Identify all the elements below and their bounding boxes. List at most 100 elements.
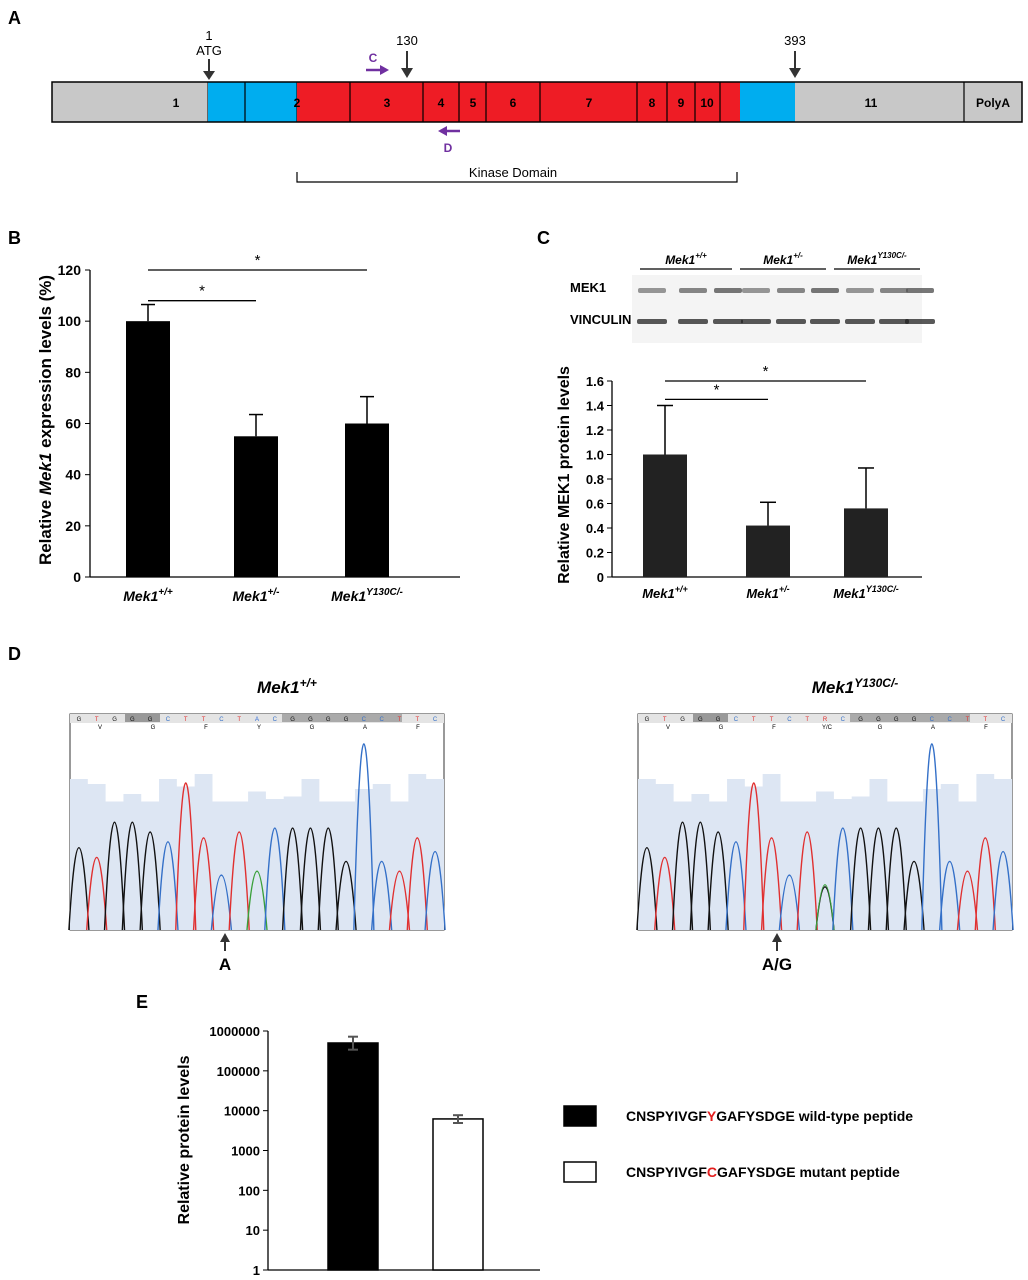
bar-1 xyxy=(234,436,278,577)
chromatogram-mutant-call-arrowhead xyxy=(772,933,782,942)
chromatogram-wt-aa-0: V xyxy=(98,725,102,731)
sig-star-0: * xyxy=(714,381,720,398)
vinculin-band-6 xyxy=(845,319,875,324)
chromatogram-mutant-base-11: C xyxy=(841,717,846,723)
chromatogram-wt-peak-20 xyxy=(424,851,446,931)
blot-bands: Mek1+/+ Mek1+/- Mek1Y130C/- xyxy=(637,251,935,324)
bar-0 xyxy=(327,1042,379,1271)
exon-6-label: 6 xyxy=(510,96,517,110)
exon-1-label: 1 xyxy=(173,96,180,110)
chromatogram-wt-base-19: T xyxy=(415,717,419,723)
sig-star-1: * xyxy=(255,252,261,269)
chromatogram-wt-peak-11 xyxy=(264,827,286,931)
y-tick-label-5: 100000 xyxy=(217,1064,260,1079)
svg-text:Kinase Domain: Kinase Domain xyxy=(469,165,557,180)
legend: CNSPYIVGFYGAFYSDGE wild-type peptide CNSP… xyxy=(563,1105,913,1183)
chromatogram-mutant-base-5: C xyxy=(734,717,739,723)
y-tick-label-1: 10 xyxy=(246,1223,260,1238)
blot-row-vinculin: VINCULIN xyxy=(570,312,631,327)
polya-label: PolyA xyxy=(976,96,1010,110)
chromatogram-mutant-peak-6 xyxy=(743,782,765,931)
chromatogram-wt-peak-15 xyxy=(335,860,357,931)
chromatogram-wt-peak-9 xyxy=(228,831,250,931)
mek1-band-3 xyxy=(742,288,770,293)
chromatogram-wt-call-arrowhead xyxy=(220,933,230,942)
chromatogram-mutant-base-2: G xyxy=(680,717,685,723)
sig-star-1: * xyxy=(763,363,769,380)
western-blot: MEK1 VINCULIN xyxy=(570,275,922,343)
bar-1 xyxy=(746,525,790,577)
x-tick-label-0: Mek1+/+ xyxy=(123,587,173,604)
y-tick-label-3: 0.6 xyxy=(586,497,604,512)
chromatogram-mutant-peak-10-a xyxy=(815,884,835,931)
mek1-band-5 xyxy=(811,288,839,293)
bar-2 xyxy=(345,423,389,577)
vinculin-band-5 xyxy=(810,319,840,324)
vinculin-band-8 xyxy=(905,319,935,324)
chromatogram-mutant-base-10: R xyxy=(823,717,828,723)
y-tick-label-3: 60 xyxy=(65,416,81,432)
chromatogram-mutant-base-16: C xyxy=(930,717,935,723)
chromatogram-wt-aa-1: G xyxy=(151,725,156,731)
chromatogram-mutant-peak-12 xyxy=(849,827,872,931)
exon-8-label: 8 xyxy=(649,96,656,110)
y-tick-label-7: 1.4 xyxy=(586,399,605,414)
chromatogram-wt-base-11: C xyxy=(273,717,278,723)
chromatogram-wt-base-3: G xyxy=(130,717,135,723)
chromatogram-wt-highlight-2 xyxy=(282,714,402,722)
svg-text:C: C xyxy=(369,51,378,65)
chromatogram-mutant-peak-19 xyxy=(974,837,996,931)
chromatogram-wt-base-12: G xyxy=(290,717,295,723)
chromatogram-mutant-base-0: G xyxy=(645,717,650,723)
y-tick-label-3: 1000 xyxy=(231,1144,260,1159)
chromatogram-wt-peak-12 xyxy=(281,827,304,931)
chromatogram-wt-peak-4 xyxy=(139,831,161,931)
legend-swatch-0 xyxy=(563,1105,597,1127)
chromatogram-mutant-base-6: T xyxy=(752,717,756,723)
chromatogram-wt-aa-5: A xyxy=(363,725,367,731)
chromatogram-mutant-highlight-2 xyxy=(850,714,970,722)
mek1-protein-panel: MEK1 VINCULIN Relative MEK1 protein leve… xyxy=(556,251,935,601)
x-tick-label-1: Mek1+/- xyxy=(746,584,789,601)
y-tick-label-0: 1 xyxy=(253,1263,260,1278)
x-tick-label-1: Mek1+/- xyxy=(233,587,281,604)
chromatogram-mutant-base-18: T xyxy=(966,717,970,723)
chromatogram-wt-base-15: G xyxy=(344,717,349,723)
exon-4-label: 4 xyxy=(438,96,445,110)
chromatogram-wt-peak-17 xyxy=(370,860,393,931)
bar-2 xyxy=(844,508,888,577)
mek1-band-7 xyxy=(880,288,908,293)
svg-text:1: 1 xyxy=(205,28,212,43)
y-axis-label: Relative Mek1 expression levels (%) xyxy=(36,275,55,565)
chromatogram-wt-aa-3: Y xyxy=(257,725,261,731)
chromatogram-mutant-aa-0: V xyxy=(666,725,670,731)
chromatogram-mutant-peak-4 xyxy=(707,831,729,931)
chromatogram-mutant-peak-2 xyxy=(671,821,694,931)
sanger-chromatograms: Mek1+/+G T G G G C T T C T A C G G G G C C T T CV G F Y G A FAMek1… xyxy=(68,676,1014,974)
y-tick-label-6: 1000000 xyxy=(209,1024,260,1039)
exon-11-label: 11 xyxy=(865,96,878,110)
chromatogram-mutant-peak-1 xyxy=(654,857,676,931)
y-tick-label-1: 0.2 xyxy=(586,546,604,561)
mek1-band-4 xyxy=(777,288,805,293)
blot-group-label-2: Mek1Y130C/- xyxy=(847,251,907,267)
vinculin-band-2 xyxy=(713,319,743,324)
chromatogram-mutant-call-label: A/G xyxy=(762,955,792,974)
mek1-expression-chart: Relative Mek1 expression levels (%) 0 20 4… xyxy=(36,252,460,604)
chromatogram-wt-aa-4: G xyxy=(310,725,315,731)
chromatogram-mutant-base-9: T xyxy=(805,717,809,723)
chromatogram-mutant-base-strip xyxy=(638,714,1012,723)
chromatogram-wt-peak-3 xyxy=(121,821,144,931)
panel-c-label: C xyxy=(537,228,550,248)
mek1-band-0 xyxy=(638,288,666,293)
chromatogram-mutant-base-20: C xyxy=(1001,717,1006,723)
blot-group-label-1: Mek1+/- xyxy=(763,251,803,267)
blot-group-label-0: Mek1+/+ xyxy=(665,251,707,267)
chart-e-plot: 1 10 100 1000 10000 100000 1000000 xyxy=(209,1024,540,1278)
chart-c-plot: 0 0.2 0.4 0.6 0.8 1.0 1.2 1.4 1.6 Mek1+/+ Mek1+/- M… xyxy=(586,363,922,601)
chromatogram-mutant-aa-3: Y/C xyxy=(822,725,833,731)
vinculin-band-4 xyxy=(776,319,806,324)
chromatogram-mutant-base-15: G xyxy=(912,717,917,723)
legend-label-1: CNSPYIVGFCGAFYSDGE mutant peptide xyxy=(626,1164,900,1180)
chromatogram-wt-peak-16 xyxy=(353,743,375,931)
